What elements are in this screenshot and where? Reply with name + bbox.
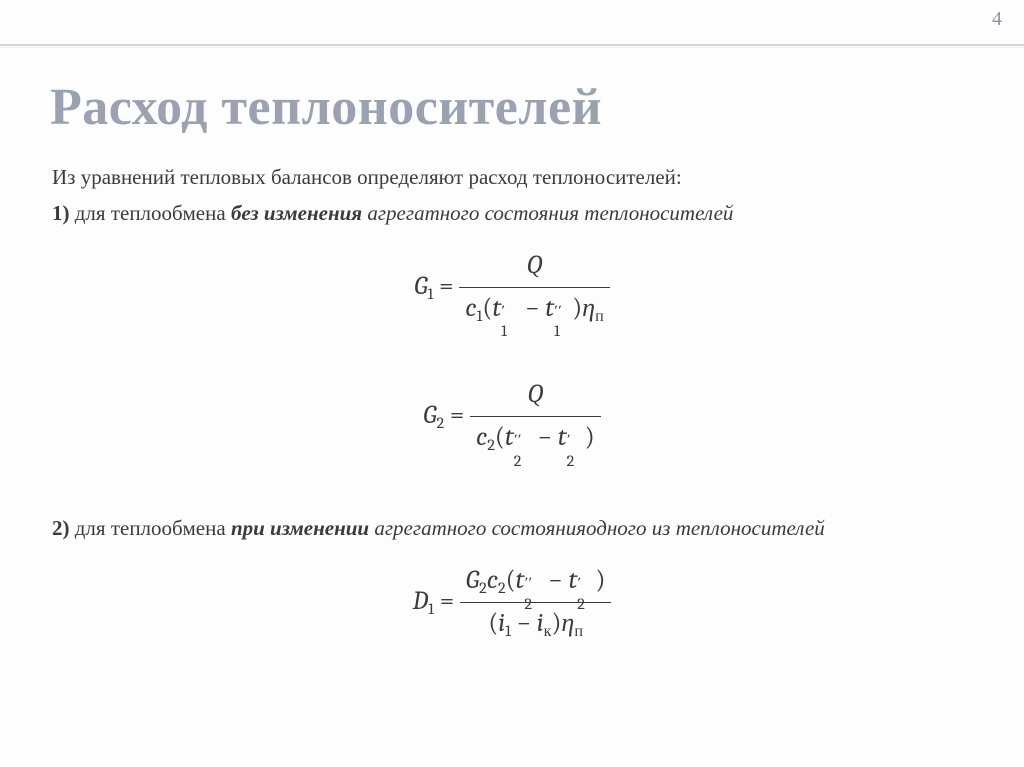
eq1-lhs-var: G (414, 271, 427, 301)
eq3-G-var: G (466, 565, 479, 595)
rparen: ) (551, 608, 561, 638)
equals-sign: = (433, 271, 459, 301)
item-2-pre: для теплообмена (70, 516, 231, 540)
eq3-t2-var: t (568, 565, 577, 595)
item-1-pre: для теплообмена (70, 201, 231, 225)
eq3-eta-var: η (561, 608, 574, 638)
eq2-c-sub: 2 (487, 436, 495, 455)
item-1: 1) для теплообмена без изменения агрегат… (52, 198, 972, 228)
equals-sign: = (434, 586, 460, 616)
item-1-post: агрегатного состояния теплоносителей (362, 201, 733, 225)
eq3-t1-sub: 2 (524, 593, 532, 616)
eq2-lhs-var: G (423, 400, 436, 430)
eq3-eta-sub: п (574, 622, 583, 641)
lparen: ( (495, 422, 505, 452)
spacer (52, 346, 972, 358)
top-rule (0, 44, 1024, 46)
eq1-minus: − (519, 293, 545, 323)
eq2-c-var: c (476, 422, 487, 452)
lparen: ( (482, 293, 492, 323)
eq3-t2-sub: 2 (577, 593, 585, 616)
eq1-fraction: Q c1(t′1 − t′′1)ηп (459, 247, 609, 328)
eq3-t1-var: t (516, 565, 525, 595)
eq1-numerator: Q (526, 250, 542, 280)
slide-body: Из уравнений тепловых балансов определяю… (52, 162, 972, 662)
eq3-c-sub: 2 (498, 579, 506, 598)
eq2-fraction: Q c2(t′′2 − t′2) (470, 376, 601, 457)
equation-2: G2 = Q c2(t′′2 − t′2) (52, 376, 972, 457)
eq1-t1-var: t (492, 293, 501, 323)
spacer (52, 475, 972, 513)
eq2-minus: − (532, 422, 558, 452)
rparen: ) (572, 293, 582, 323)
eq3-num-minus: − (543, 565, 569, 595)
eq1-t2-sub: 1 (554, 320, 560, 343)
equals-sign: = (444, 400, 470, 430)
eq1-eta-var: η (582, 293, 595, 323)
eq3-c-var: c (487, 565, 498, 595)
lparen: ( (506, 565, 516, 595)
eq1-c-var: c (465, 293, 476, 323)
top-rule-shadow (0, 47, 1024, 48)
item-2-number: 2) (52, 516, 70, 540)
eq3-G-sub: 2 (479, 579, 487, 598)
eq3-ik-var: i (537, 608, 544, 638)
eq2-t2-var: t (558, 422, 567, 452)
page-number: 4 (992, 8, 1002, 31)
slide: 4 Расход теплоносителей Из уравнений теп… (0, 0, 1024, 767)
lparen: ( (488, 608, 498, 638)
eq2-t1-sub: 2 (514, 450, 522, 473)
eq2-numerator: Q (527, 379, 543, 409)
item-1-number: 1) (52, 201, 70, 225)
slide-title: Расход теплоносителей (50, 78, 602, 137)
eq3-lhs-var: D (413, 586, 429, 616)
equation-3: D1 = G2c2(t′′2 − t′2) (i1 − iк)ηп (52, 562, 972, 644)
eq2-t2-sub: 2 (567, 450, 575, 473)
item-1-emph: без изменения (231, 201, 362, 225)
eq2-t1-var: t (505, 422, 514, 452)
intro-text: Из уравнений тепловых балансов определяю… (52, 162, 972, 192)
eq3-fraction: G2c2(t′′2 − t′2) (i1 − iк)ηп (460, 562, 612, 644)
eq1-eta-sub: п (595, 307, 604, 326)
eq1-t1-sub: 1 (501, 320, 507, 343)
rparen: ) (585, 422, 595, 452)
item-2-post: агрегатного состоянияодного из теплоноси… (369, 516, 825, 540)
eq2-lhs-sub: 2 (437, 414, 445, 433)
eq1-t2-var: t (545, 293, 554, 323)
rparen: ) (595, 565, 605, 595)
equation-1: G1 = Q c1(t′1 − t′′1)ηп (52, 247, 972, 328)
item-2-emph: при изменении (231, 516, 369, 540)
item-2: 2) для теплообмена при изменении агрегат… (52, 513, 972, 543)
